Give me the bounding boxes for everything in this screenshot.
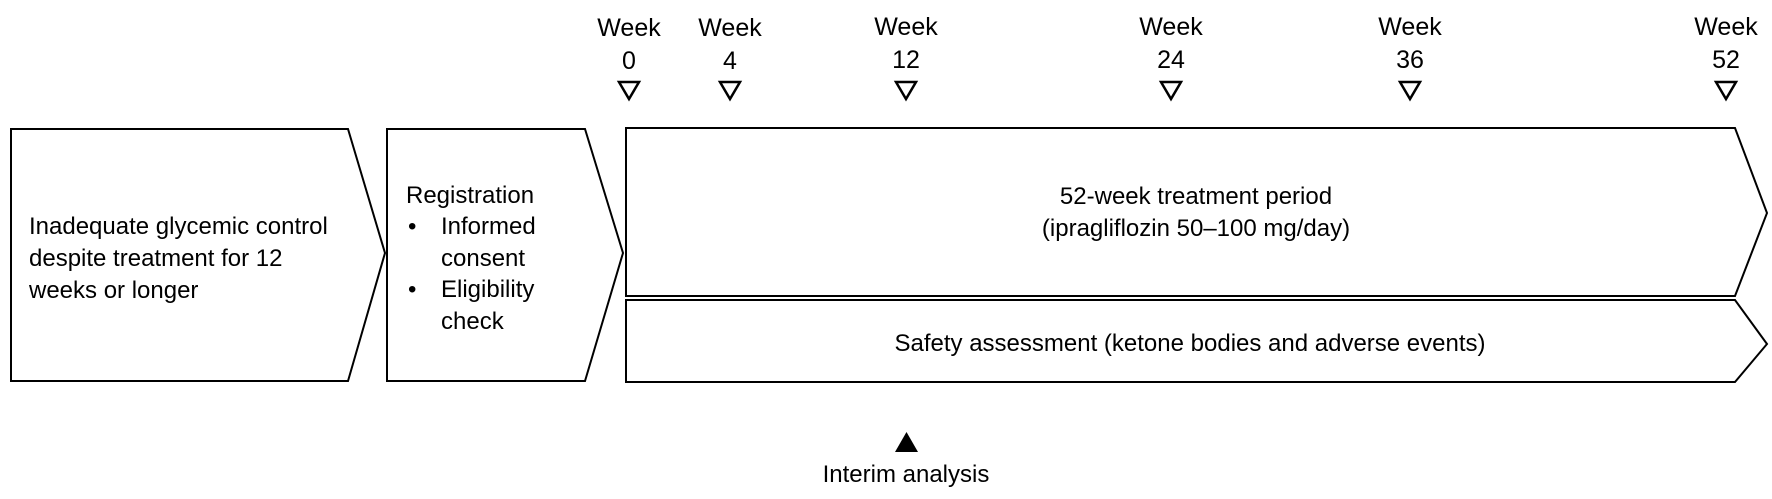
- week-0-number: 0: [622, 47, 636, 75]
- week-52-number: 52: [1712, 46, 1740, 74]
- bullet-icon: •: [408, 276, 416, 303]
- informed-consent-line-2: consent: [441, 245, 525, 272]
- eligibility-check-line-1: Eligibility: [441, 276, 534, 303]
- week-36-number: 36: [1396, 46, 1424, 74]
- informed-consent-line-1: Informed: [441, 213, 536, 240]
- treatment-period-box: 52-week treatment period (ipragliflozin …: [625, 127, 1769, 297]
- interim-analysis: Interim analysis: [823, 432, 990, 488]
- condition-line-3: weeks or longer: [28, 277, 198, 304]
- treatment-title: 52-week treatment period: [1060, 183, 1332, 210]
- week-36-marker-icon: [1397, 80, 1423, 102]
- interim-analysis-marker-icon: [895, 432, 918, 452]
- registration-box: Registration • Informed consent • Eligib…: [386, 128, 625, 382]
- week-4-number: 4: [723, 47, 737, 75]
- safety-assessment-box: Safety assessment (ketone bodies and adv…: [625, 299, 1769, 383]
- safety-label: Safety assessment (ketone bodies and adv…: [895, 330, 1486, 357]
- week-0-marker-icon: [616, 80, 642, 102]
- condition-arrow-shape: [10, 128, 387, 382]
- week-12-number: 12: [892, 46, 920, 74]
- week-12-marker-icon: [893, 80, 919, 102]
- week-24-label: Week: [1139, 13, 1203, 41]
- week-12-label: Week: [874, 13, 938, 41]
- week-4-label: Week: [698, 14, 762, 42]
- week-4-marker-icon: [717, 80, 743, 102]
- week-24-number: 24: [1157, 46, 1185, 74]
- condition-box: Inadequate glycemic control despite trea…: [10, 128, 387, 382]
- week-36-label: Week: [1378, 13, 1442, 41]
- week-52-marker-icon: [1713, 80, 1739, 102]
- registration-title: Registration: [406, 182, 534, 209]
- interim-analysis-label: Interim analysis: [823, 461, 990, 488]
- week-52-label: Week: [1694, 13, 1758, 41]
- week-labels: Week 0 Week 4 Week 12 Week 24 Week 36 We…: [597, 13, 1758, 75]
- condition-line-2: despite treatment for 12: [29, 245, 282, 272]
- week-markers: [616, 80, 1739, 102]
- eligibility-check-line-2: check: [441, 308, 505, 335]
- registration-arrow-shape: [386, 128, 625, 382]
- condition-line-1: Inadequate glycemic control: [29, 213, 328, 240]
- bullet-icon: •: [408, 213, 416, 240]
- week-24-marker-icon: [1158, 80, 1184, 102]
- treatment-dose: (ipragliflozin 50–100 mg/day): [1042, 215, 1350, 242]
- week-0-label: Week: [597, 14, 661, 42]
- safety-arrow-shape: [625, 299, 1769, 383]
- treatment-arrow-shape: [625, 127, 1769, 297]
